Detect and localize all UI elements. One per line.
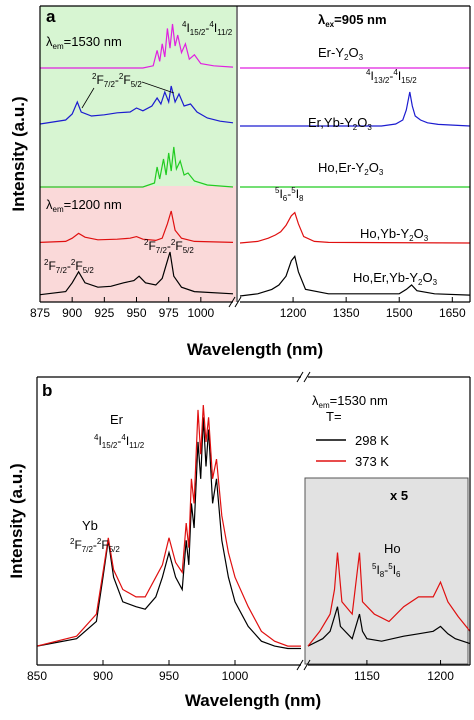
x-tick-label: 950 <box>159 669 179 683</box>
panel-b-x-axis-title: Wavelength (nm) <box>185 691 321 710</box>
x-tick-label: 950 <box>126 306 146 320</box>
annotation-yb-transition-b: 2F7/2-2F5/2 <box>70 537 120 554</box>
annotation-yb-transition-3: 2F7/2-2F5/2 <box>44 258 94 275</box>
yb-label: Yb <box>82 518 98 533</box>
panel-a-break-mark-2 <box>234 296 242 308</box>
lambda-em-1530-label-b: λem=1530 nm <box>312 393 388 410</box>
green-background-band <box>40 6 236 186</box>
panel-a-y-axis-title: Intensity (a.u.) <box>9 96 28 211</box>
x-tick-label: 875 <box>30 306 50 320</box>
panel-a-series-lines <box>39 23 471 297</box>
annotation-yb-transition-2: 2F7/2-2F5/2 <box>144 238 194 255</box>
series-label-ho-yb-y2o3: Ho,Yb-Y2O3 <box>360 226 429 243</box>
legend-title: T= <box>326 409 342 424</box>
x-tick-label: 1150 <box>354 669 380 683</box>
b-series-line-0-left <box>36 417 301 650</box>
annotation-er-transition-right: 4I13/2-4I15/2 <box>366 68 417 85</box>
series-line-4-right <box>239 255 471 297</box>
panel-a-label: a <box>46 7 56 26</box>
series-line-4-left <box>39 251 234 296</box>
x-tick-label: 1500 <box>386 306 413 320</box>
x-tick-label: 1350 <box>333 306 360 320</box>
annotation-er-transition: 4I15/2-4I11/2 <box>182 20 233 37</box>
panel-b-break-mark-bottom-2 <box>303 659 311 671</box>
series-line-2-left <box>40 146 234 188</box>
series-line-3-left <box>39 210 234 243</box>
x-tick-label: 900 <box>62 306 82 320</box>
b-series-line-1-right <box>307 552 471 647</box>
x-tick-label: 1200 <box>427 669 454 683</box>
panel-b-label: b <box>42 381 52 400</box>
annotation-er-transition-b: 4I15/2-4I11/2 <box>94 433 145 450</box>
ho-label: Ho <box>384 541 401 556</box>
er-label: Er <box>110 412 124 427</box>
annotation-yb-arrow-right <box>141 81 175 94</box>
x5-magnified-region <box>304 477 469 665</box>
series-label-er-y2o3: Er-Y2O3 <box>318 45 364 62</box>
annotation-yb-transition-1: 2F7/2-2F5/2 <box>92 72 142 89</box>
legend-label-373k: 373 K <box>355 454 389 469</box>
x-tick-label: 1200 <box>280 306 307 320</box>
series-label-ho-er-yb-y2o3: Ho,Er,Yb-Y2O3 <box>353 270 438 287</box>
x-tick-label: 975 <box>159 306 179 320</box>
panel-b-axes-frame <box>36 371 471 671</box>
series-line-3-right <box>239 211 471 244</box>
legend-label-298k: 298 K <box>355 433 389 448</box>
lambda-ex-905-label: λex=905 nm <box>318 12 387 29</box>
b-series-line-0-right <box>307 606 471 647</box>
annotation-ho-transition-b: 5I8-5I6 <box>372 562 401 579</box>
x-tick-label: 1000 <box>222 669 249 683</box>
panel-b-ticks: 850 900 950 1000 1150 1200 <box>27 660 454 683</box>
annotation-ho-transition: 5I6-5I8 <box>275 186 304 203</box>
panel-a-break-mark-1 <box>228 296 236 308</box>
panel-a-x-axis-title: Wavelength (nm) <box>187 340 323 359</box>
panel-a-ticks: 875 900 925 950 975 1000 1200 1350 1500 1650 <box>30 297 466 320</box>
panel-b: 850 900 950 1000 1150 1200 b λem=1530 nm T= 2… <box>7 371 471 710</box>
panel-a: 875 900 925 950 975 1000 1200 1350 1500 1650 a Er… <box>9 5 471 359</box>
series-line-1-left <box>39 85 234 125</box>
series-label-ho-er-y2o3: Ho,Er-Y2O3 <box>318 160 384 177</box>
panel-b-break-mark-top-1 <box>296 371 304 383</box>
lambda-em-1530-label: λem=1530 nm <box>46 34 122 51</box>
x-tick-label: 1000 <box>187 306 214 320</box>
series-label-er-yb-y2o3: Er,Yb-Y2O3 <box>308 115 372 132</box>
x-tick-label: 1650 <box>439 306 466 320</box>
panel-b-series-lines <box>36 404 471 650</box>
panel-b-break-mark-top-2 <box>303 371 311 383</box>
x-tick-label: 925 <box>94 306 114 320</box>
panel-b-y-axis-title: Intensity (a.u.) <box>7 463 26 578</box>
series-line-0-left <box>40 23 234 69</box>
annotation-yb-arrow-left <box>81 87 95 109</box>
x-tick-label: 900 <box>93 669 113 683</box>
b-series-line-1-left <box>36 404 301 647</box>
legend: 298 K 373 K <box>316 433 389 469</box>
series-line-1-right <box>240 91 471 127</box>
panel-b-break-mark-bottom-1 <box>296 659 304 671</box>
lambda-em-1200-label: λem=1200 nm <box>46 197 122 214</box>
x5-label: x 5 <box>390 488 408 503</box>
x-tick-label: 850 <box>27 669 47 683</box>
